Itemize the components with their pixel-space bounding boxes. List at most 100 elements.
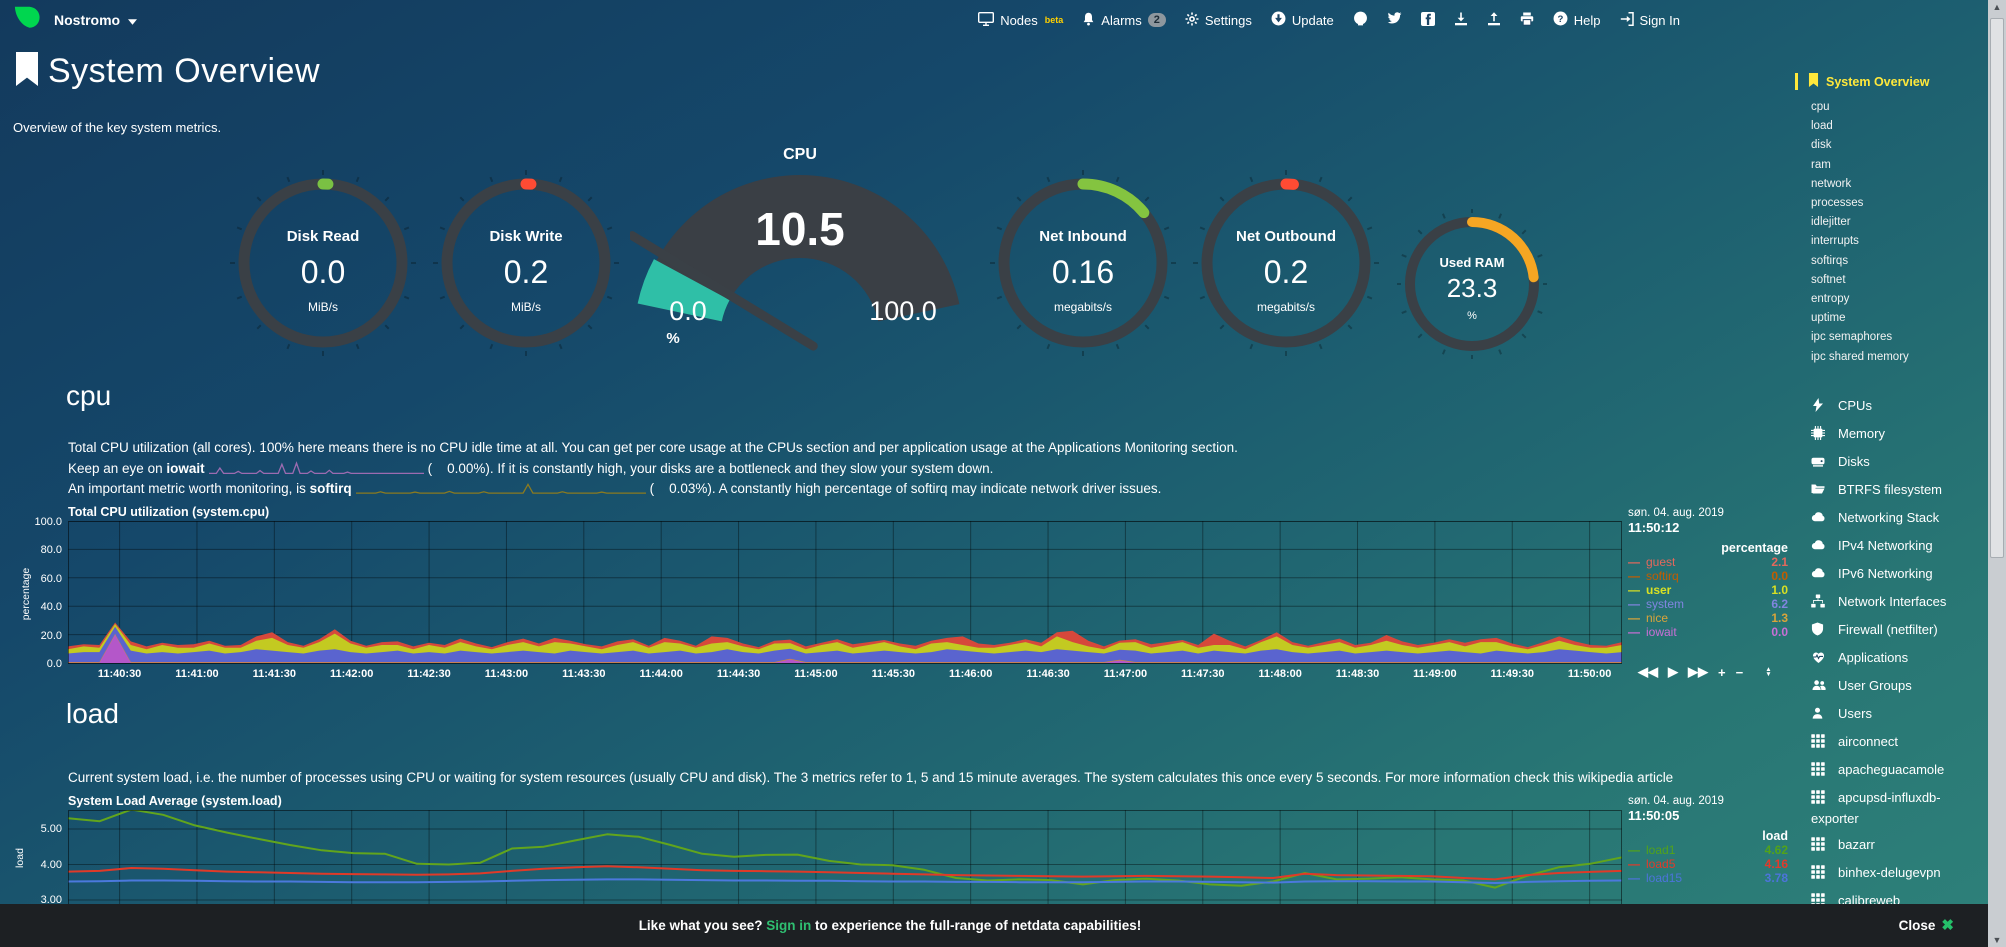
sidebar-item-processes[interactable]: processes bbox=[1811, 197, 1864, 210]
legend-row-iowait[interactable]: — iowait 0.0 bbox=[1628, 625, 1788, 639]
cpu-desc-1: Total CPU utilization (all cores). 100% … bbox=[68, 440, 1238, 455]
gauge-label: Disk Write bbox=[489, 228, 563, 245]
legend-row-system[interactable]: — system 6.2 bbox=[1628, 597, 1788, 611]
sidebar-section-disks[interactable]: Disks bbox=[1811, 449, 1984, 477]
sidebar-section-cpus[interactable]: CPUs bbox=[1811, 393, 1984, 421]
chart-resize-icon[interactable]: ▲ ▼ bbox=[1765, 666, 1772, 678]
sidebar-section-memory[interactable]: Memory bbox=[1811, 421, 1984, 449]
gauge-net-outbound[interactable]: Net Outbound 0.2 megabits/s bbox=[1191, 168, 1381, 358]
scroll-down-icon[interactable]: ▼ bbox=[1992, 935, 2002, 945]
sidebar-item-softirqs[interactable]: softirqs bbox=[1811, 254, 1849, 267]
legend-row-load15[interactable]: — load15 3.78 bbox=[1628, 871, 1788, 885]
update-label: Update bbox=[1291, 12, 1334, 28]
sidebar-section-applications[interactable]: Applications bbox=[1811, 645, 1984, 673]
chart-forward-icon[interactable]: ▶▶ bbox=[1688, 664, 1708, 679]
load-chart-ylabel: load bbox=[14, 848, 26, 868]
nav-nodes[interactable]: Nodes beta bbox=[978, 11, 1063, 29]
sidebar-item-uptime[interactable]: uptime bbox=[1811, 312, 1846, 325]
sidebar-section-binhex-delugevpn[interactable]: binhex-delugevpn bbox=[1811, 860, 1984, 888]
section-heading-cpu: cpu bbox=[66, 380, 112, 411]
gauge-ring bbox=[1397, 209, 1547, 359]
sidebar-item-ram[interactable]: ram bbox=[1811, 158, 1831, 171]
gauge-label: Disk Read bbox=[286, 228, 360, 245]
bottom-banner: Like what you see? Sign in to experience… bbox=[0, 904, 1988, 947]
nav-github[interactable] bbox=[1353, 11, 1368, 29]
load-chart[interactable] bbox=[68, 810, 1622, 904]
sidebar-item-load[interactable]: load bbox=[1811, 120, 1833, 133]
chart-zoom-out-icon[interactable]: − bbox=[1735, 664, 1744, 680]
gauge-label: Net Inbound bbox=[1039, 228, 1127, 245]
nav-settings[interactable]: Settings bbox=[1185, 12, 1252, 29]
page-scrollbar[interactable]: ▲ ▼ bbox=[1988, 0, 2006, 947]
scrollbar-thumb[interactable] bbox=[1990, 18, 2004, 558]
nav-facebook[interactable] bbox=[1420, 11, 1435, 29]
nav-update[interactable]: Update bbox=[1271, 11, 1334, 29]
sidebar-item-cpu[interactable]: cpu bbox=[1811, 101, 1830, 113]
netdata-logo-icon[interactable] bbox=[12, 4, 42, 36]
gauge-cpu[interactable]: CPU 10.5 0.0 % 100.0 bbox=[630, 138, 970, 370]
sidebar-item-interrupts[interactable]: interrupts bbox=[1811, 235, 1859, 248]
sidebar-section-apacheguacamole[interactable]: apacheguacamole bbox=[1811, 757, 1984, 785]
sidebar-item-disk[interactable]: disk bbox=[1811, 139, 1832, 152]
sidebar-section-user-groups[interactable]: User Groups bbox=[1811, 673, 1984, 701]
legend-row-guest[interactable]: — guest 2.1 bbox=[1628, 555, 1788, 569]
sidebar-section-firewall-netfilter-[interactable]: Firewall (netfilter) bbox=[1811, 617, 1984, 645]
sidebar-section-ipv4-networking[interactable]: IPv4 Networking bbox=[1811, 533, 1984, 561]
x-axis-tick: 11:49:00 bbox=[1413, 668, 1457, 680]
github-icon bbox=[1353, 11, 1368, 29]
sidebar-section-bazarr[interactable]: bazarr bbox=[1811, 832, 1984, 860]
nav-print[interactable] bbox=[1520, 12, 1534, 29]
nav-help[interactable]: ? Help bbox=[1553, 11, 1601, 29]
chart-play-icon[interactable]: ▶ bbox=[1668, 664, 1678, 679]
chart-zoom-in-icon[interactable]: + bbox=[1718, 664, 1726, 680]
hdd-icon bbox=[1811, 454, 1829, 473]
node-selector[interactable]: Nostromo bbox=[54, 12, 138, 28]
x-axis-tick: 11:43:00 bbox=[484, 668, 529, 680]
legend-row-softirq[interactable]: — softirq 0.0 bbox=[1628, 569, 1788, 583]
signin-banner-text: Like what you see? Sign in to experience… bbox=[638, 918, 1142, 933]
gauge-used-ram[interactable]: Used RAM 23.3 % bbox=[1397, 209, 1547, 359]
chart-backward-icon[interactable]: ◀◀ bbox=[1638, 664, 1658, 679]
gauge-disk-write[interactable]: Disk Write 0.2 MiB/s bbox=[431, 168, 621, 358]
nav-signin[interactable]: Sign In bbox=[1620, 11, 1680, 29]
bookmark-icon bbox=[14, 52, 40, 91]
legend-row-load1[interactable]: — load1 4.62 bbox=[1628, 843, 1788, 857]
gauge-disk-read[interactable]: Disk Read 0.0 MiB/s bbox=[228, 168, 418, 358]
sidebar-section-btrfs-filesystem[interactable]: BTRFS filesystem bbox=[1811, 477, 1984, 505]
legend-line-sample: — bbox=[1628, 857, 1640, 871]
sidebar-item-idlejitter[interactable]: idlejitter bbox=[1811, 216, 1851, 229]
legend-time: 11:50:12 bbox=[1628, 520, 1680, 535]
legend-row-user[interactable]: — user 1.0 bbox=[1628, 583, 1788, 597]
sidebar-item-network[interactable]: network bbox=[1811, 177, 1852, 190]
load-chart-title: System Load Average (system.load) bbox=[68, 794, 282, 808]
gauge-value: 0.2 bbox=[503, 254, 549, 290]
sidebar-section-airconnect[interactable]: airconnect bbox=[1811, 729, 1984, 757]
sidebar-item-ipc-semaphores[interactable]: ipc semaphores bbox=[1811, 331, 1893, 344]
sidebar-section-network-interfaces[interactable]: Network Interfaces bbox=[1811, 589, 1984, 617]
close-banner-button[interactable]: Close ✖ bbox=[1898, 917, 1954, 934]
gauge-ring bbox=[1193, 170, 1379, 356]
sidebar-section-networking-stack[interactable]: Networking Stack bbox=[1811, 505, 1984, 533]
sidebar-item-entropy[interactable]: entropy bbox=[1811, 293, 1850, 306]
gauge-net-inbound[interactable]: Net Inbound 0.16 megabits/s bbox=[988, 168, 1178, 358]
nav-alarms[interactable]: Alarms 2 bbox=[1082, 12, 1166, 29]
scroll-up-icon[interactable]: ▲ bbox=[1992, 2, 2002, 12]
sidebar-item-softnet[interactable]: softnet bbox=[1811, 273, 1846, 286]
download-icon bbox=[1454, 12, 1468, 29]
sidebar-item-ipc-shared-memory[interactable]: ipc shared memory bbox=[1811, 350, 1909, 363]
signin-link[interactable]: Sign in bbox=[766, 918, 812, 933]
legend-row-nice[interactable]: — nice 1.3 bbox=[1628, 611, 1788, 625]
bell-icon bbox=[1082, 12, 1095, 29]
sidebar-section-ipv6-networking[interactable]: IPv6 Networking bbox=[1811, 561, 1984, 589]
gauge-value: 0.2 bbox=[1263, 254, 1309, 290]
legend-row-load5[interactable]: — load5 4.16 bbox=[1628, 857, 1788, 871]
nav-import[interactable] bbox=[1487, 11, 1501, 29]
sidebar-section-apcupsd-influxdb-exporter[interactable]: apcupsd-influxdb-exporter bbox=[1811, 790, 1941, 827]
gauge-value: 0.0 bbox=[300, 254, 346, 290]
cpu-chart[interactable] bbox=[68, 521, 1622, 665]
sidebar-section-users[interactable]: Users bbox=[1811, 701, 1984, 729]
sidebar-item-system-overview[interactable]: System Overview bbox=[1795, 73, 1984, 90]
nav-twitter[interactable] bbox=[1387, 12, 1402, 28]
legend-date: søn. 04. aug. 2019 bbox=[1628, 795, 1724, 807]
nav-export[interactable] bbox=[1454, 12, 1468, 29]
